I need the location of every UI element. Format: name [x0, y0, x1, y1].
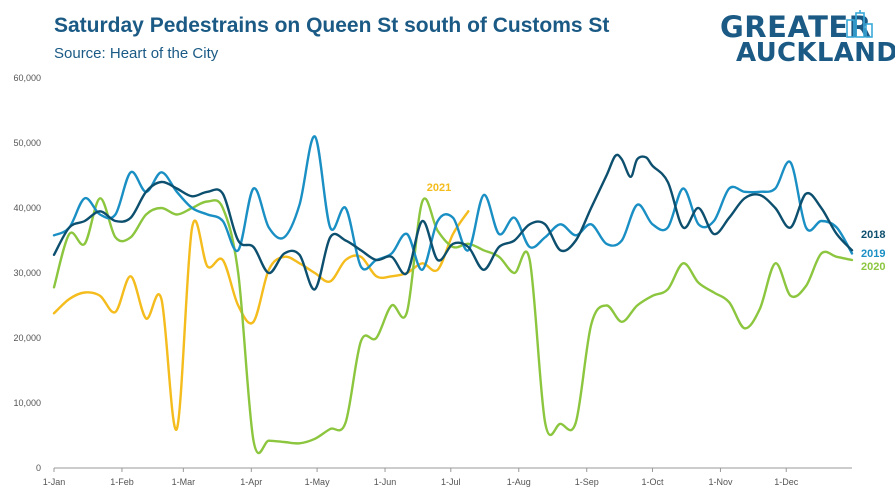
x-tick-label: 1-Aug — [507, 477, 531, 487]
x-tick-label: 1-Sep — [575, 477, 599, 487]
y-tick-label: 20,000 — [13, 333, 41, 343]
x-tick-label: 1-May — [305, 477, 331, 487]
city-buildings-icon — [846, 10, 873, 38]
x-tick-label: 1-Jul — [441, 477, 461, 487]
chart-subtitle: Source: Heart of the City — [54, 45, 219, 62]
series-label-2021: 2021 — [427, 182, 451, 194]
y-tick-label: 10,000 — [13, 398, 41, 408]
series-line-2019 — [52, 135, 854, 272]
y-tick-label: 0 — [36, 463, 41, 473]
x-tick-label: 1-Apr — [240, 477, 262, 487]
x-tick-label: 1-Jan — [43, 477, 66, 487]
x-tick-label: 1-Feb — [110, 477, 134, 487]
series-label-2019: 2019 — [861, 248, 885, 260]
series-label-2020: 2020 — [861, 261, 885, 273]
y-tick-label: 30,000 — [13, 268, 41, 278]
logo-line-2: AUCKLAND — [736, 38, 895, 68]
x-tick-label: 1-Jun — [374, 477, 397, 487]
x-tick-label: 1-Mar — [172, 477, 196, 487]
logo-line-1: GREATER — [720, 10, 872, 44]
series-line-2021 — [52, 210, 470, 431]
chart-title: Saturday Pedestrains on Queen St south o… — [54, 14, 610, 37]
y-tick-label: 60,000 — [13, 73, 41, 83]
greater-auckland-logo: GREATER AUCKLAND — [720, 10, 895, 68]
x-tick-label: 1-Nov — [708, 477, 733, 487]
series-label-2018: 2018 — [861, 229, 885, 241]
x-tick-label: 1-Dec — [774, 477, 799, 487]
y-tick-label: 40,000 — [13, 203, 41, 213]
x-tick-label: 1-Oct — [641, 477, 664, 487]
series-line-2018 — [52, 153, 854, 291]
y-tick-label: 50,000 — [13, 138, 41, 148]
